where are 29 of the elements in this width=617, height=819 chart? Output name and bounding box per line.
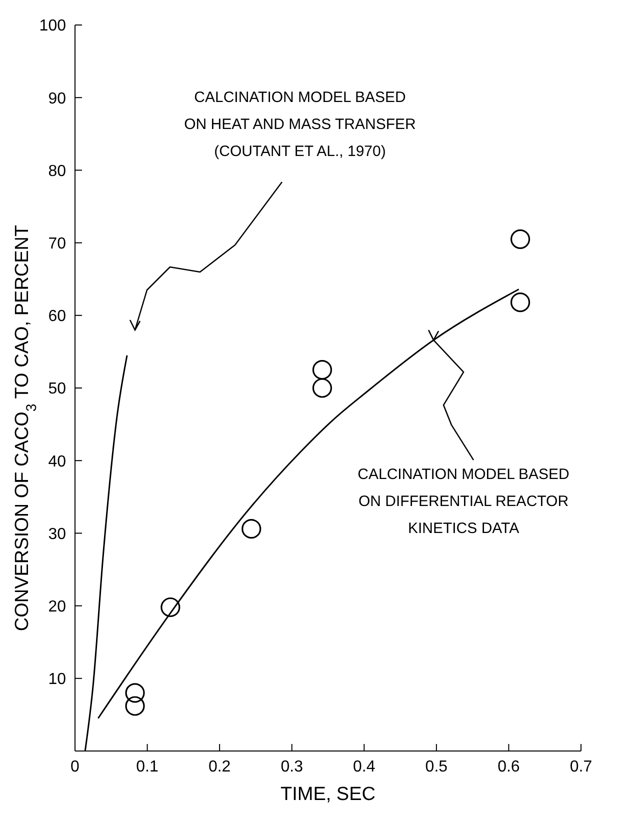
- y-tick-label: 10: [48, 671, 66, 688]
- x-tick-label: 0.1: [136, 758, 159, 776]
- point: [510, 292, 530, 312]
- y-tick-label: 90: [48, 90, 66, 108]
- x-axis-title: TIME, SEC: [280, 784, 376, 805]
- point: [510, 229, 530, 249]
- x-tick-label: 0.7: [570, 758, 592, 776]
- y-tick-label: 80: [48, 162, 66, 180]
- x-tick-label: 0.3: [280, 758, 304, 776]
- x-tick-label: 0.6: [498, 758, 520, 776]
- y-tick-label: 20: [48, 598, 66, 616]
- y-tick-label: 100: [39, 18, 66, 35]
- x-tick-label: 0.5: [425, 758, 448, 776]
- y-tick-label: 40: [48, 453, 66, 470]
- y-tick-label: 60: [48, 308, 66, 326]
- annotation: CALCINATION MODEL BASED ON HEAT AND MASS TRANSFER (COUTANT ET AL., 1970): [184, 89, 416, 160]
- x-tick-label: 0: [70, 758, 80, 776]
- x-tick-label: 0.4: [353, 758, 376, 776]
- point: [160, 597, 180, 618]
- x-tick-label: 0.2: [208, 758, 231, 776]
- point: [125, 696, 145, 716]
- y-tick-label: 70: [48, 235, 66, 252]
- y-tick-label: 30: [48, 526, 66, 543]
- point: [312, 378, 332, 398]
- y-tick-label: 50: [48, 380, 66, 398]
- point: [125, 683, 145, 703]
- point: [242, 519, 262, 539]
- point: [312, 360, 332, 380]
- annotation: CALCINATION MODEL BASED ON DIFFERENTIAL REACTOR KINETICS DATA: [358, 466, 570, 538]
